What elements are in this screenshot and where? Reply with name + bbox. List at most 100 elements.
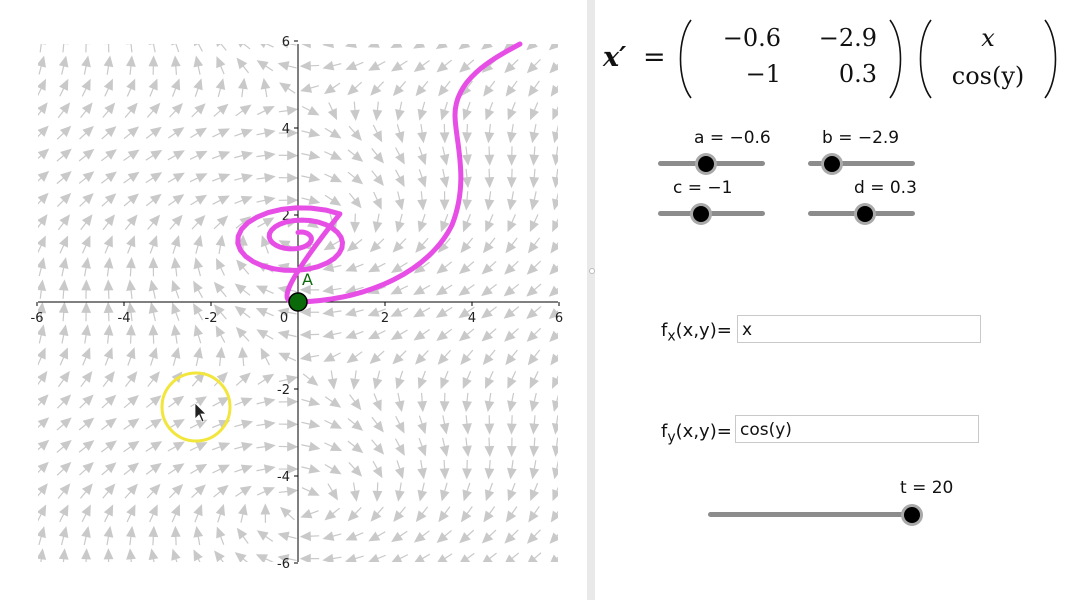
field-arrow <box>167 419 185 430</box>
field-arrow <box>260 77 271 98</box>
field-arrow <box>101 394 117 409</box>
field-arrow <box>81 279 92 299</box>
field-arrow <box>38 461 49 474</box>
field-arrow <box>79 125 94 140</box>
field-arrow <box>257 105 275 116</box>
field-arrow <box>322 307 342 317</box>
field-arrow <box>193 78 203 97</box>
field-arrow <box>324 419 343 429</box>
field-arrow <box>391 553 409 562</box>
point-a[interactable] <box>288 292 308 312</box>
field-arrow <box>347 149 364 162</box>
field-arrow <box>171 548 181 562</box>
plot-canvas[interactable]: -6 -4 -2 0 2 4 6 6 4 2 -2 -4 -6 A <box>0 0 587 600</box>
field-arrow <box>81 257 91 277</box>
field-arrow <box>481 260 497 275</box>
field-arrow <box>462 168 472 189</box>
field-arrow <box>551 124 558 144</box>
field-arrow <box>38 279 47 299</box>
field-arrow <box>148 279 159 299</box>
field-arrow <box>392 238 407 253</box>
field-arrow <box>103 78 113 97</box>
field-arrow <box>394 147 405 165</box>
field-arrow <box>369 238 385 253</box>
slider-c-knob[interactable] <box>692 206 709 222</box>
field-arrow <box>58 55 69 75</box>
field-arrow <box>484 460 495 480</box>
slider-b-knob[interactable] <box>823 156 840 172</box>
slider-b-track[interactable] <box>808 161 915 166</box>
field-arrow <box>191 103 206 118</box>
field-arrow <box>124 371 138 387</box>
field-arrow <box>102 371 115 387</box>
field-arrow <box>170 55 181 75</box>
field-arrow <box>281 44 297 49</box>
field-arrow <box>126 78 136 97</box>
field-arrow <box>458 328 475 342</box>
field-arrow <box>260 347 271 366</box>
slider-a-knob[interactable] <box>698 156 715 172</box>
divider-handle[interactable] <box>589 268 595 274</box>
field-arrow <box>56 417 72 431</box>
field-arrow <box>277 61 297 71</box>
field-arrow <box>462 460 472 480</box>
field-arrow <box>145 149 163 161</box>
field-arrow <box>439 437 450 457</box>
field-arrow <box>278 172 299 183</box>
field-arrow <box>38 548 47 562</box>
vector-cell-cos-y: cos(y) <box>951 62 1025 90</box>
slider-d-knob[interactable] <box>856 206 873 222</box>
field-arrow <box>167 172 185 183</box>
field-arrow <box>190 127 208 139</box>
field-arrow <box>324 150 343 160</box>
field-arrow <box>101 417 117 431</box>
field-arrow <box>371 416 384 433</box>
field-arrow <box>216 56 226 75</box>
field-arrow <box>413 261 430 274</box>
field-arrow <box>38 504 47 522</box>
field-arrow <box>323 239 341 251</box>
field-arrow <box>462 437 472 458</box>
field-arrow <box>439 123 450 144</box>
field-arrow <box>234 195 253 206</box>
field-arrow <box>300 509 319 519</box>
field-arrow <box>148 55 159 75</box>
field-arrow <box>458 261 475 275</box>
t-slider-track[interactable] <box>708 512 912 517</box>
graphics-view[interactable]: -6 -4 -2 0 2 4 6 6 4 2 -2 -4 -6 A <box>0 0 587 600</box>
slider-c-track[interactable] <box>658 211 765 216</box>
field-arrow <box>100 149 117 162</box>
fx-input[interactable]: x <box>737 315 981 343</box>
field-arrow <box>460 506 473 523</box>
field-arrow <box>417 482 428 502</box>
t-slider-knob[interactable] <box>904 507 920 523</box>
field-arrow <box>507 371 517 389</box>
equation-equals: = <box>643 42 666 73</box>
view-divider[interactable] <box>587 0 595 600</box>
field-arrow <box>278 441 299 452</box>
field-arrow <box>322 553 342 562</box>
field-arrow <box>235 372 251 386</box>
field-arrow <box>234 128 253 138</box>
field-arrow <box>238 77 248 98</box>
field-arrow <box>462 482 472 502</box>
field-arrow <box>299 60 320 71</box>
matrix-cell-c: −1 <box>745 60 781 88</box>
field-arrow <box>507 392 517 413</box>
field-arrow <box>507 124 517 144</box>
field-arrow <box>216 526 226 545</box>
field-arrow <box>260 235 271 254</box>
field-arrow <box>216 44 227 51</box>
field-arrow <box>526 327 542 342</box>
field-arrow <box>395 213 405 233</box>
field-arrow <box>236 57 250 74</box>
field-arrow <box>484 392 495 413</box>
y-tick-label: -6 <box>277 557 290 572</box>
field-arrow <box>81 548 92 562</box>
field-arrow <box>324 194 342 206</box>
field-arrow <box>103 301 114 322</box>
fy-input[interactable]: cos(y) <box>735 415 979 443</box>
field-arrow <box>145 462 162 475</box>
field-arrow <box>78 440 95 453</box>
field-arrow <box>255 307 274 317</box>
